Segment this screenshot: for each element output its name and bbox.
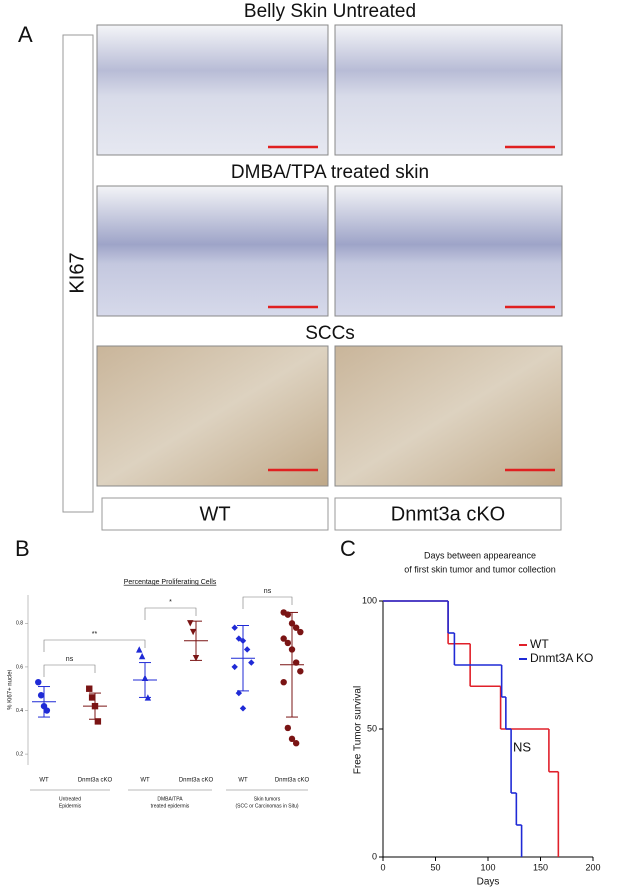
point [235,635,243,642]
significance-bracket [43,664,96,677]
x-tick-label: Dnmt3a cKO [78,778,113,784]
panel-label: C [340,536,356,561]
legend-label: WT [530,637,549,651]
y-tick-label: 0.6 [16,664,23,670]
point [43,707,51,714]
annotation: NS [513,739,531,754]
panel-label: A [18,22,33,47]
point [136,646,143,653]
x-tick-label: Dnmt3a cKO [275,778,310,784]
point [86,685,93,692]
row-title: DMBA/TPA treated skin [231,162,429,183]
point [280,635,287,642]
significance-label: ns [264,588,272,595]
x-tick-label: 100 [480,862,495,872]
point [288,735,296,743]
significance-label: ** [92,631,98,638]
point [292,659,300,666]
column-label: WT [199,503,230,525]
group-label: Skin tumors [254,796,281,802]
point [248,659,255,666]
group-label: DMBA/TPA [157,796,183,802]
y-tick-label: 100 [362,595,377,605]
significance-label: ns [66,656,74,663]
x-tick-label: 200 [585,862,600,872]
chart-title: of first skin tumor and tumor collection [404,564,556,574]
point [138,652,146,660]
row-title: Belly Skin Untreated [244,1,416,22]
x-tick-label: 50 [430,862,440,872]
point [239,705,247,712]
point [297,668,304,675]
point [292,740,300,747]
x-tick-label: WT [39,778,49,784]
group-label: Epidermis [59,803,82,809]
x-tick-label: WT [140,778,150,784]
y-tick-label: 0.2 [16,751,23,757]
point [88,694,96,701]
stain-label: KI67 [66,252,88,293]
significance-bracket [43,639,146,652]
point [235,689,243,697]
significance-label: * [169,599,172,606]
significance-bracket [144,607,197,620]
x-tick-label: WT [238,778,248,784]
point [189,628,197,636]
chart-title: Percentage Proliferating Cells [124,579,217,586]
chart-title: Days between appeareance [424,550,536,560]
point [231,624,238,631]
point [284,724,292,732]
micrographs [96,24,563,487]
column-box [101,497,329,531]
point [231,663,238,671]
group-label: Untreated [59,796,81,802]
point [35,678,42,686]
point [94,718,102,725]
significance-bracket [242,596,293,609]
y-axis-label: % Ki67+ nuclei [8,670,14,710]
point [280,678,287,686]
panel-label: B [15,536,30,561]
point [284,611,292,618]
y-tick-label: 0 [372,851,377,861]
column-box [334,497,562,531]
group-label: treated epidermis [151,803,190,809]
point [297,628,304,636]
x-axis-label: Days [477,877,500,888]
point [37,692,45,699]
legend-label: Dnmt3A KO [530,651,593,665]
stain-box [62,34,94,513]
y-tick-label: 0.4 [16,708,23,714]
group-label: (SCC or Carcinomas in Situ) [235,803,298,809]
x-tick-label: Dnmt3a cKO [179,778,214,784]
x-tick-label: 150 [533,862,548,872]
point [187,620,194,627]
point [243,646,251,653]
y-tick-label: 0.8 [16,621,23,627]
x-tick-label: 0 [380,862,385,872]
y-axis-label: Free Tumor survival [353,686,364,774]
y-tick-label: 50 [367,723,377,733]
row-title: SCCs [305,323,355,344]
column-label: Dnmt3a cKO [391,503,505,525]
point [284,639,292,647]
point [292,624,300,631]
